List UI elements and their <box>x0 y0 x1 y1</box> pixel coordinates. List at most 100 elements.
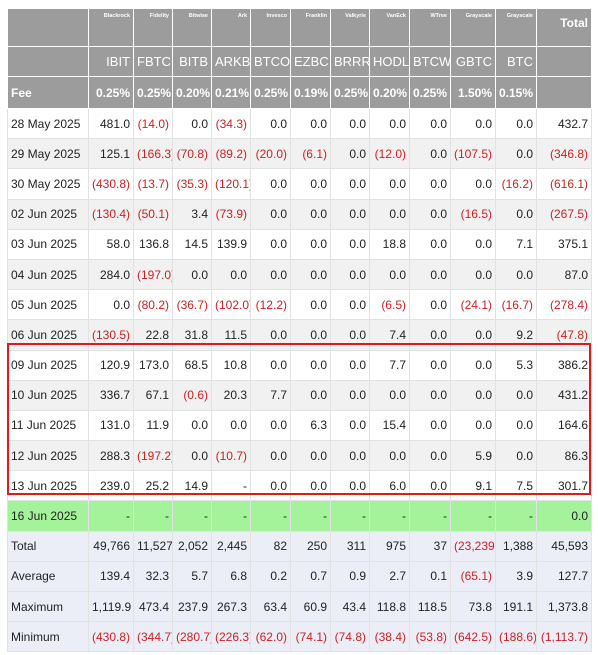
flow-value: (1,113.7) <box>536 621 592 653</box>
flow-value: 473.4 <box>133 590 173 623</box>
flow-value: - <box>133 500 173 532</box>
flow-value: 239.0 <box>88 470 134 502</box>
flow-value: (36.7) <box>172 289 212 321</box>
flow-value: 1,119.9 <box>88 590 134 623</box>
flow-value: (74.8) <box>330 621 370 653</box>
flow-value: 82 <box>250 530 291 562</box>
data-row: 16 Jun 2025- - - - - - - - - - -0.0 <box>7 500 592 532</box>
flow-value: 0.0 <box>330 319 370 351</box>
flow-value: 0.0 <box>450 107 496 140</box>
fee-value: 0.19% <box>290 76 331 109</box>
issuer-label: Bitwise <box>172 8 212 47</box>
issuer-label: Blackrock <box>88 8 134 47</box>
data-row: Maximum 1,119.9 473.4 237.9 267.3 63.4 60.9 43.… <box>7 590 592 623</box>
flow-value: 0.0 <box>409 168 451 200</box>
flow-value: 136.8 <box>133 228 173 260</box>
data-row: 10 Jun 2025 336.7 67.1 (0.6) 20.3 7.7 0.0 0.0 0.… <box>7 379 592 411</box>
flow-value: 0.0 <box>450 319 496 351</box>
flow-value: 0.0 <box>172 409 212 442</box>
flow-value: (13.7) <box>133 168 173 200</box>
flow-value: 0.0 <box>409 228 451 260</box>
flow-value: (616.1) <box>536 168 592 200</box>
flow-value: (226.3) <box>211 621 251 653</box>
flow-value: 0.0 <box>495 198 537 230</box>
flow-value: (280.7) <box>172 621 212 653</box>
issuer-label: Fidelity <box>133 8 173 47</box>
flow-value: - <box>211 500 251 532</box>
flow-value: 127.7 <box>536 560 592 593</box>
flow-value: (278.4) <box>536 289 592 321</box>
flow-value: 0.0 <box>369 379 410 411</box>
flow-value: (80.2) <box>133 289 173 321</box>
data-row: 12 Jun 2025 288.3 (197.2) 0.0 (10.7) 0.0 0.0 0.… <box>7 440 592 472</box>
flow-value: (6.1) <box>290 138 331 170</box>
flow-value: 0.0 <box>330 349 370 381</box>
flows-table-wrap: Blackrock Fidelity Bitwise Ark Invesco Frankl… <box>7 8 592 653</box>
flow-value: 0.0 <box>409 379 451 411</box>
flow-value: (24.1) <box>450 289 496 321</box>
flow-value: 0.0 <box>450 228 496 260</box>
data-row: 02 Jun 2025 (130.4) (50.1) 3.4 (73.9) 0.0 0.0 0… <box>7 198 592 230</box>
flow-value: (10.7) <box>211 440 251 472</box>
flow-value: 0.0 <box>450 258 496 291</box>
row-label: 30 May 2025 <box>7 168 89 200</box>
flow-value: - <box>450 500 496 532</box>
flow-value: 0.0 <box>450 379 496 411</box>
flow-value: 0.0 <box>330 289 370 321</box>
flow-value: 14.9 <box>172 470 212 502</box>
flow-value: (642.5) <box>450 621 496 653</box>
flow-value: 0.0 <box>450 349 496 381</box>
flow-value: (267.5) <box>536 198 592 230</box>
flow-value: (53.8) <box>409 621 451 653</box>
row-label: 02 Jun 2025 <box>7 198 89 230</box>
flow-value: 267.3 <box>211 590 251 623</box>
issuer-label: WTree <box>409 8 451 47</box>
flow-value: 11.5 <box>211 319 251 351</box>
row-label: 06 Jun 2025 <box>7 319 89 351</box>
flow-value: 237.9 <box>172 590 212 623</box>
flow-value: 336.7 <box>88 379 134 411</box>
flow-value: 0.0 <box>409 349 451 381</box>
row-label: 28 May 2025 <box>7 107 89 140</box>
flow-value: 131.0 <box>88 409 134 442</box>
flow-value: - <box>330 500 370 532</box>
row-label: 09 Jun 2025 <box>7 349 89 381</box>
flow-value: 6.0 <box>369 470 410 502</box>
fee-label: Fee <box>7 76 89 109</box>
flow-value: - <box>409 500 451 532</box>
flow-value: 0.0 <box>330 168 370 200</box>
flow-value: 0.0 <box>369 440 410 472</box>
ticker-label: BTC <box>495 46 537 77</box>
flow-value: 173.0 <box>133 349 173 381</box>
flow-value: 0.0 <box>409 409 451 442</box>
flow-value: 43.4 <box>330 590 370 623</box>
flow-value: (6.5) <box>369 289 410 321</box>
flow-value: 120.9 <box>88 349 134 381</box>
flow-value: 5.7 <box>172 560 212 593</box>
flow-value: 73.8 <box>450 590 496 623</box>
flow-value: 0.0 <box>290 228 331 260</box>
flow-value: (35.3) <box>172 168 212 200</box>
header-row: IBIT FBTC BITB ARKB BTCO EZBC BRRR HODL BTCW GBTC… <box>7 46 592 77</box>
flow-value: 0.0 <box>409 319 451 351</box>
data-row: 11 Jun 2025 131.0 11.9 0.0 0.0 0.0 6.3 0.0 15.4 0… <box>7 409 592 442</box>
flow-value: (14.0) <box>133 107 173 140</box>
flow-value: 7.4 <box>369 319 410 351</box>
fee-row: Fee 0.25% 0.25% 0.20% 0.21% 0.25% 0.19% 0.25% 0.… <box>7 76 592 109</box>
flow-value: 0.0 <box>290 319 331 351</box>
flow-value: 0.0 <box>88 289 134 321</box>
flow-value: 31.8 <box>172 319 212 351</box>
ticker-label: EZBC <box>290 46 331 77</box>
flow-value: 288.3 <box>88 440 134 472</box>
flow-value: 311 <box>330 530 370 562</box>
flow-value: 432.7 <box>536 107 592 140</box>
flow-value: (16.7) <box>495 289 537 321</box>
flow-value: (12.2) <box>250 289 291 321</box>
flow-value: 2,445 <box>211 530 251 562</box>
row-label: Average <box>7 560 89 593</box>
fee-value: 0.20% <box>172 76 212 109</box>
flow-value: 0.0 <box>495 440 537 472</box>
flow-value: 0.0 <box>250 198 291 230</box>
flow-value: 0.0 <box>290 198 331 230</box>
